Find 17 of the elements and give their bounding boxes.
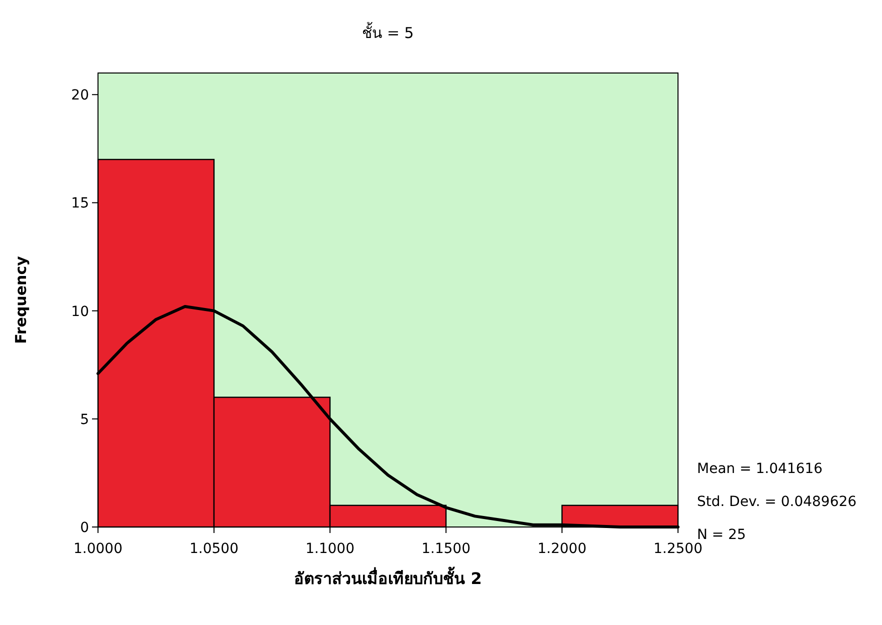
- y-axis-title: Frequency: [12, 256, 30, 344]
- text: N = 25: [697, 527, 746, 543]
- text: Std. Dev. = 0.0489626: [697, 494, 857, 510]
- text: Mean = 1.041616: [697, 461, 823, 477]
- x-tick-label: 1.0000: [74, 541, 122, 557]
- x-tick-label: 1.2500: [654, 541, 702, 557]
- y-tick-label: 5: [80, 412, 89, 428]
- y-tick-label: 0: [80, 520, 89, 536]
- x-axis-title: อัตราส่วนเมื่อเทียบกับชั้น 2: [294, 566, 482, 588]
- x-tick-label: 1.1500: [422, 541, 470, 557]
- x-tick-label: 1.0500: [190, 541, 238, 557]
- x-tick-label: 1.2000: [538, 541, 586, 557]
- y-tick-label: 20: [71, 88, 89, 104]
- y-tick-label: 15: [71, 196, 89, 212]
- x-tick-label: 1.1000: [306, 541, 354, 557]
- y-tick-label: 10: [71, 304, 89, 320]
- chart-title: ชั้น = 5: [362, 22, 414, 42]
